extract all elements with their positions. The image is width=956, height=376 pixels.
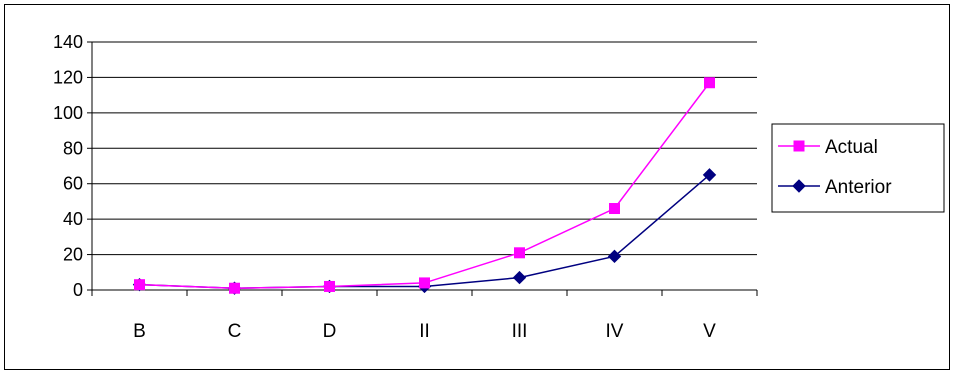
x-tick-label: D (323, 321, 337, 342)
data-point-actual (229, 282, 240, 294)
legend-label-anterior: Anterior (825, 177, 892, 198)
series-actual (134, 77, 715, 294)
y-tick-label: 40 (63, 209, 83, 229)
x-tick-label: IV (606, 321, 624, 342)
series-anterior (132, 168, 717, 295)
y-tick-label: 80 (63, 138, 83, 158)
data-point-actual (704, 77, 715, 89)
data-point-actual (514, 247, 525, 259)
x-tick-label: B (133, 321, 146, 342)
legend-label-actual: Actual (825, 137, 878, 158)
y-tick-label: 100 (53, 103, 83, 123)
series-layer (132, 77, 717, 295)
y-tick-label: 140 (53, 32, 83, 52)
data-point-actual (419, 277, 430, 289)
legend-marker-anterior (792, 179, 806, 193)
x-tick-label: III (512, 321, 528, 342)
y-tick-label: 60 (63, 174, 83, 194)
x-tick-label: V (703, 321, 716, 342)
x-tick-label: II (419, 321, 430, 342)
data-point-actual (134, 279, 145, 291)
data-point-actual (324, 280, 335, 292)
x-tick-label: C (228, 321, 242, 342)
y-tick-label: 20 (63, 245, 83, 265)
data-point-anterior (512, 270, 527, 285)
y-tick-label: 120 (53, 67, 83, 87)
data-point-anterior (702, 168, 717, 182)
legend-box (771, 123, 945, 213)
data-point-anterior (607, 249, 622, 264)
legend-marker-actual (793, 140, 805, 152)
gridlines (92, 41, 757, 256)
series-line-anterior (139, 174, 710, 289)
legend: Actual Anterior (771, 123, 945, 213)
data-point-actual (609, 203, 620, 215)
y-tick-label: 0 (73, 280, 83, 300)
series-line-actual (139, 82, 711, 289)
